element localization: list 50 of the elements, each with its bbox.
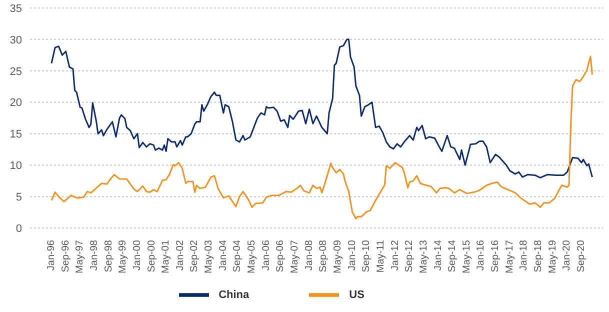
x-tick-label: May-19	[547, 240, 558, 274]
y-tick-label: 20	[10, 97, 22, 110]
x-tick-label: May-07	[290, 240, 301, 274]
x-tick-label: May-01	[160, 240, 172, 274]
x-tick-label: May-15	[461, 240, 472, 274]
x-tick-label: Jan-04	[218, 240, 229, 271]
x-tick-label: May-99	[118, 240, 129, 274]
x-tick-label: May-13	[418, 240, 430, 274]
y-tick-label: 10	[10, 160, 22, 172]
x-tick-label: Sep-14	[447, 240, 458, 272]
legend-label: China	[218, 288, 250, 301]
legend-label: US	[349, 288, 364, 301]
x-tick-label: Jan-18	[518, 240, 530, 271]
y-tick-label: 30	[10, 34, 22, 46]
x-tick-label: Jan-06	[260, 240, 272, 271]
x-tick-label: Sep-98	[103, 240, 114, 272]
x-tick-label: May-09	[332, 240, 344, 274]
x-tick-label: Sep-06	[275, 240, 286, 272]
x-tick-label: Jan-20	[562, 240, 573, 271]
x-tick-label: Jan-16	[476, 240, 487, 271]
x-tick-label: Sep-18	[533, 240, 544, 272]
x-tick-label: Sep-00	[146, 240, 158, 272]
x-tick-label: Sep-04	[232, 240, 244, 272]
x-tick-label: Sep-10	[361, 240, 372, 272]
line-series	[50, 38, 594, 178]
x-tick-label: Jan-96	[46, 240, 57, 271]
x-tick-label: Jan-08	[304, 240, 315, 271]
x-tick-label: May-03	[204, 240, 215, 274]
x-tick-label: Sep-08	[318, 240, 330, 272]
x-tick-label: Sep-16	[490, 240, 502, 272]
y-tick-label: 25	[10, 66, 22, 78]
x-tick-label: Jan-14	[432, 240, 444, 271]
x-tick-label: Jan-98	[88, 240, 100, 271]
y-tick-label: 0	[16, 222, 22, 235]
line-series	[50, 56, 594, 220]
x-tick-label: May-11	[375, 240, 386, 273]
y-tick-label: 15	[10, 128, 22, 141]
x-tick-label: Jan-12	[390, 240, 401, 271]
x-tick-label: Jan-00	[132, 240, 143, 271]
x-tick-label: Sep-96	[60, 240, 72, 272]
y-tick-label: 35	[10, 2, 22, 15]
x-tick-label: Sep-02	[189, 240, 200, 272]
x-tick-label: Sep-20	[576, 240, 588, 272]
x-tick-label: Sep-12	[404, 240, 416, 272]
x-tick-label: Jan-02	[174, 240, 186, 271]
x-tick-label: May-97	[74, 240, 86, 274]
x-tick-label: May-17	[504, 240, 516, 274]
y-tick-label: 5	[16, 191, 22, 204]
x-tick-label: Jan-10	[346, 240, 358, 271]
x-tick-label: May-05	[246, 240, 258, 274]
